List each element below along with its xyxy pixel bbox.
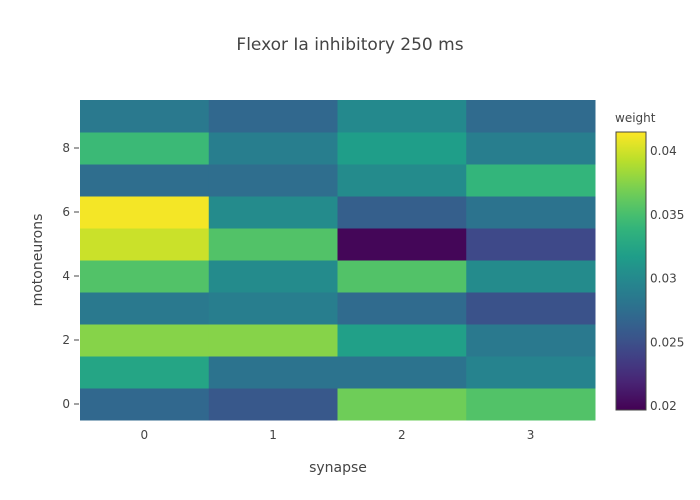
heatmap-cells (80, 100, 596, 421)
heatmap-cell (466, 324, 596, 357)
heatmap-cell (80, 164, 210, 197)
heatmap-cell (80, 324, 210, 357)
y-tick-label: 4 (62, 269, 70, 283)
heatmap-cell (208, 196, 338, 229)
heatmap-cell (466, 196, 596, 229)
y-axis-title: motoneurons (30, 214, 46, 307)
heatmap-cell (208, 100, 338, 133)
heatmap-cell (208, 164, 338, 197)
heatmap-cell (80, 196, 210, 229)
heatmap-cell (337, 132, 467, 165)
y-axis-ticks: 0 2 4 6 8 (62, 141, 79, 411)
heatmap-cell (466, 228, 596, 261)
heatmap-cell (337, 388, 467, 421)
x-axis-ticks: 0 1 2 3 (141, 428, 535, 442)
heatmap-cell (80, 132, 210, 165)
heatmap-cell (466, 132, 596, 165)
colorbar (615, 131, 647, 411)
y-tick-label: 0 (62, 397, 70, 411)
y-tick-label: 8 (62, 141, 70, 155)
colorbar-ticks: 0.02 0.025 0.03 0.035 0.04 (650, 144, 684, 413)
colorbar-tick-label: 0.04 (650, 144, 677, 158)
heatmap-cell (208, 324, 338, 357)
heatmap-cell (466, 164, 596, 197)
heatmap-cell (80, 356, 210, 389)
heatmap-cell (466, 100, 596, 133)
heatmap-cell (466, 292, 596, 325)
heatmap-cell (80, 100, 210, 133)
heatmap-cell (208, 260, 338, 293)
heatmap-cell (208, 356, 338, 389)
chart-title: Flexor Ia inhibitory 250 ms (236, 35, 463, 55)
heatmap-cell (337, 260, 467, 293)
colorbar-tick-label: 0.02 (650, 399, 677, 413)
colorbar-title: weight (615, 111, 656, 125)
heatmap-cell (80, 228, 210, 261)
heatmap-cell (208, 292, 338, 325)
heatmap-cell (337, 164, 467, 197)
heatmap-cell (208, 132, 338, 165)
heatmap-cell (337, 292, 467, 325)
colorbar-tick-label: 0.025 (650, 335, 684, 349)
heatmap-cell (80, 388, 210, 421)
x-tick-label: 1 (269, 428, 277, 442)
heatmap-cell (80, 292, 210, 325)
x-tick-label: 0 (141, 428, 149, 442)
heatmap-cell (208, 388, 338, 421)
x-tick-label: 2 (398, 428, 406, 442)
heatmap-cell (337, 228, 467, 261)
x-axis-title: synapse (309, 460, 367, 476)
y-tick-label: 2 (62, 333, 70, 347)
x-tick-label: 3 (527, 428, 535, 442)
heatmap-cell (80, 260, 210, 293)
heatmap-cell (337, 100, 467, 133)
heatmap-cell (466, 388, 596, 421)
y-tick-label: 6 (62, 205, 70, 219)
colorbar-tick-label: 0.035 (650, 208, 684, 222)
heatmap-cell (466, 356, 596, 389)
colorbar-tick-label: 0.03 (650, 272, 677, 286)
heatmap-cell (337, 324, 467, 357)
heatmap-cell (466, 260, 596, 293)
heatmap-cell (337, 356, 467, 389)
heatmap-cell (337, 196, 467, 229)
heatmap-cell (208, 228, 338, 261)
